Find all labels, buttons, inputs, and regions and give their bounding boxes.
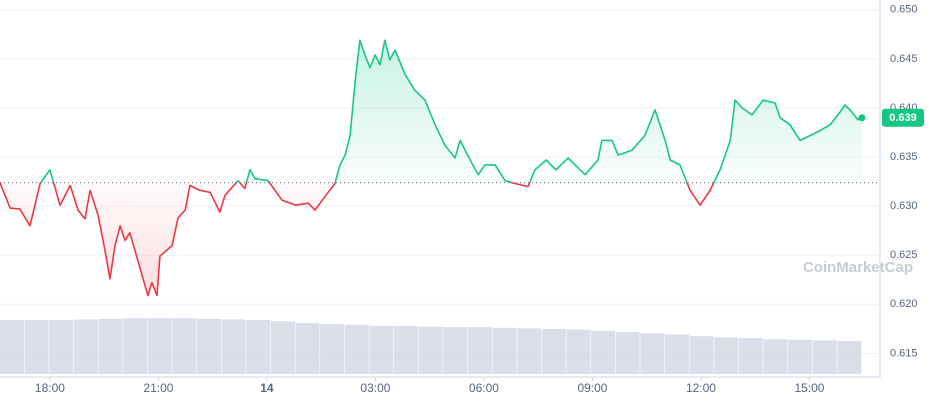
volume-bar bbox=[394, 326, 419, 374]
volume-bar bbox=[221, 319, 246, 374]
y-tick-label: 0.650 bbox=[890, 4, 918, 16]
x-tick-label: 14 bbox=[260, 381, 274, 395]
volume-bar bbox=[197, 318, 222, 374]
volume-bar bbox=[591, 330, 616, 374]
x-tick-label: 18:00 bbox=[35, 381, 65, 395]
price-tag-label: 0.639 bbox=[889, 112, 917, 124]
volume-bar bbox=[788, 339, 813, 374]
current-dot bbox=[858, 114, 866, 122]
volume-bar bbox=[246, 320, 271, 374]
volume-bar bbox=[714, 337, 739, 374]
x-tick-label: 15:00 bbox=[794, 381, 824, 395]
volume-bar bbox=[615, 332, 640, 374]
volume-bar bbox=[320, 324, 345, 374]
volume-bar bbox=[24, 320, 49, 374]
volume-bar bbox=[763, 339, 788, 374]
volume-bar bbox=[270, 321, 295, 374]
volume-bar bbox=[492, 327, 517, 374]
volume-bar bbox=[418, 326, 443, 374]
volume-bar bbox=[640, 333, 665, 374]
volume-bar bbox=[443, 327, 468, 374]
volume-bar bbox=[123, 318, 148, 374]
volume-bar bbox=[566, 329, 591, 374]
volume-bar bbox=[664, 334, 689, 374]
price-area bbox=[0, 40, 862, 296]
volume-bar bbox=[49, 320, 74, 374]
y-tick-label: 0.620 bbox=[890, 298, 918, 310]
volume-bar bbox=[837, 341, 862, 374]
y-tick-label: 0.625 bbox=[890, 249, 918, 261]
volume-bar bbox=[147, 318, 172, 374]
volume-bar bbox=[812, 340, 837, 374]
price-line bbox=[0, 39, 863, 297]
y-tick-label: 0.635 bbox=[890, 151, 918, 163]
watermark: CoinMarketCap bbox=[803, 259, 913, 276]
volume-bar bbox=[467, 327, 492, 374]
volume-bar bbox=[98, 318, 123, 374]
x-tick-label: 09:00 bbox=[577, 381, 607, 395]
volume-bar bbox=[172, 318, 197, 374]
y-tick-label: 0.630 bbox=[890, 200, 918, 212]
volume-bar bbox=[344, 324, 369, 374]
volume-bar bbox=[689, 336, 714, 374]
volume-bar bbox=[73, 319, 98, 374]
x-tick-label: 21:00 bbox=[143, 381, 173, 395]
y-tick-label: 0.615 bbox=[890, 347, 918, 359]
volume-bar bbox=[738, 338, 763, 374]
volume-bar bbox=[541, 329, 566, 374]
volume-bar bbox=[517, 328, 542, 374]
volume-bar bbox=[0, 320, 25, 374]
volume-bar bbox=[295, 323, 320, 374]
x-tick-label: 03:00 bbox=[360, 381, 390, 395]
volume-bar bbox=[369, 326, 394, 374]
y-tick-label: 0.645 bbox=[890, 53, 918, 65]
x-tick-label: 06:00 bbox=[469, 381, 499, 395]
price-tag bbox=[882, 108, 924, 127]
x-tick-label: 12:00 bbox=[686, 381, 716, 395]
